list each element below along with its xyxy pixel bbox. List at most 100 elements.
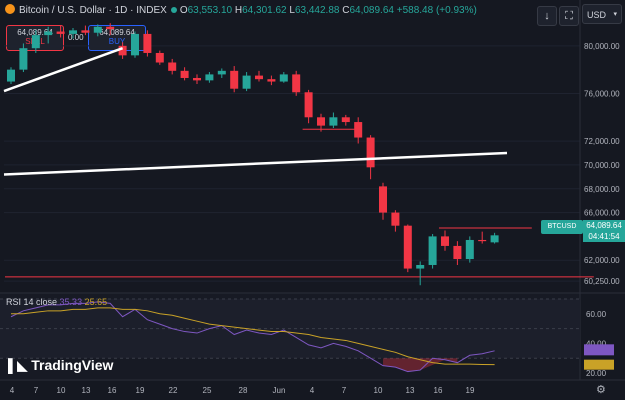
candle-body bbox=[168, 62, 177, 71]
candle-body bbox=[56, 31, 65, 34]
time-axis-label: 4 bbox=[310, 386, 315, 395]
buy-price: 64,089.64 bbox=[99, 28, 135, 37]
candle-body bbox=[428, 236, 437, 265]
candle-body bbox=[490, 235, 499, 243]
candle-body bbox=[81, 30, 90, 33]
trend-line bbox=[3, 47, 124, 93]
candle-body bbox=[403, 225, 412, 269]
gear-icon[interactable]: ⚙ bbox=[596, 384, 606, 396]
candle-body bbox=[391, 212, 400, 226]
symbol-title[interactable]: Bitcoin / U.S. Dollar · 1D · INDEX bbox=[19, 5, 167, 16]
candle-body bbox=[31, 35, 40, 49]
candle-body bbox=[19, 48, 28, 70]
candle-body bbox=[317, 117, 325, 126]
spread-value: 0.00 bbox=[68, 33, 84, 42]
rsi-line bbox=[10, 301, 495, 373]
rsi-value-tag bbox=[584, 344, 614, 356]
rsi-label: RSI 14 close bbox=[6, 297, 58, 307]
candle-body bbox=[267, 79, 276, 82]
time-axis-label: 28 bbox=[239, 386, 248, 395]
candle-body bbox=[329, 117, 338, 126]
candle-body bbox=[193, 77, 201, 81]
currency-selector[interactable]: USD ▾ bbox=[582, 4, 622, 24]
close-value: 64,089.64 bbox=[349, 5, 394, 16]
chevron-down-icon: ▾ bbox=[613, 11, 617, 18]
candle-body bbox=[143, 33, 152, 53]
candle-body bbox=[354, 122, 363, 138]
price-axis-label: 60,250.00 bbox=[584, 277, 620, 286]
time-axis-label: 19 bbox=[466, 386, 475, 395]
tradingview-logo-text: TradingView bbox=[31, 357, 114, 373]
candle-body bbox=[217, 70, 226, 75]
time-axis-label: 16 bbox=[434, 386, 443, 395]
candle-body bbox=[131, 33, 139, 56]
candle-body bbox=[106, 26, 115, 30]
rsi-ma-tag bbox=[584, 359, 614, 370]
time-axis-label: 7 bbox=[34, 386, 39, 395]
rsi-ma-value: 25.65 bbox=[84, 297, 108, 307]
current-price: 64,089.64 bbox=[586, 221, 622, 230]
candle-body bbox=[155, 52, 164, 63]
high-value: 64,301.62 bbox=[242, 5, 287, 16]
rsi-axis-label: 60.00 bbox=[586, 310, 607, 319]
low-label: L bbox=[289, 5, 295, 16]
price-axis-label: 80,000.00 bbox=[584, 42, 620, 51]
sell-price: 64,089.64 bbox=[17, 28, 53, 37]
time-axis-label: 25 bbox=[203, 386, 212, 395]
time-axis-label: Jun bbox=[273, 386, 286, 395]
candle-body bbox=[255, 75, 263, 80]
rsi-legend[interactable]: RSI 14 close 35.33 25.65 bbox=[6, 297, 107, 307]
candle-body bbox=[379, 186, 387, 213]
change-value: +588.48 (+0.93%) bbox=[396, 5, 477, 16]
current-symbol-tag: BTCUSD bbox=[541, 220, 583, 234]
rsi-axis-label: 40.00 bbox=[586, 339, 607, 348]
time-axis-label: 10 bbox=[57, 386, 66, 395]
time-axis-label: 16 bbox=[108, 386, 117, 395]
rsi-axis-label: 20.00 bbox=[586, 369, 607, 378]
price-axis-label: 68,000.00 bbox=[584, 185, 620, 194]
rsi-oversold-fill bbox=[383, 358, 458, 372]
candle-body bbox=[7, 69, 15, 82]
candle-body bbox=[416, 264, 425, 269]
high-label: H bbox=[234, 5, 243, 16]
candle-body bbox=[230, 70, 239, 89]
candle-body bbox=[118, 45, 127, 56]
candle-body bbox=[242, 75, 251, 89]
price-axis-label: 66,000.00 bbox=[584, 209, 620, 218]
tradingview-logo-icon: ▌◣ bbox=[8, 358, 28, 373]
price-axis-label: 62,000.00 bbox=[584, 256, 620, 265]
buy-label: BUY bbox=[108, 37, 126, 46]
low-value: 63,442.88 bbox=[294, 5, 340, 16]
candle-body bbox=[478, 239, 487, 242]
current-price-tag: 64,089.64 04:41:54 bbox=[583, 220, 625, 242]
time-axis-label: 13 bbox=[406, 386, 415, 395]
time-axis-label: 13 bbox=[82, 386, 91, 395]
rsi-value: 35.33 bbox=[59, 297, 83, 307]
countdown-timer: 04:41:54 bbox=[588, 232, 620, 241]
time-axis-label: 4 bbox=[10, 386, 15, 395]
candle-body bbox=[304, 92, 313, 118]
fullscreen-icon[interactable]: ⛶ bbox=[559, 6, 579, 26]
price-axis-label: 76,000.00 bbox=[584, 89, 620, 98]
time-axis-label: 10 bbox=[374, 386, 383, 395]
candle-body bbox=[292, 74, 301, 93]
time-axis-label: 22 bbox=[169, 386, 178, 395]
candle-body bbox=[44, 31, 53, 36]
tradingview-logo: ▌◣ TradingView bbox=[8, 357, 113, 374]
trend-line bbox=[3, 151, 508, 176]
close-label: C bbox=[342, 5, 350, 16]
download-icon[interactable]: ↓ bbox=[537, 6, 557, 26]
rsi-ma-line bbox=[11, 307, 495, 366]
candle-body bbox=[205, 74, 214, 81]
candle-body bbox=[93, 26, 102, 33]
candle-body bbox=[453, 245, 462, 260]
candle-body bbox=[441, 236, 449, 246]
bitcoin-icon bbox=[5, 4, 15, 14]
candle-body bbox=[341, 117, 350, 123]
open-value: 63,553.10 bbox=[187, 5, 233, 16]
price-axis-label: 72,000.00 bbox=[584, 137, 620, 146]
candle-body bbox=[279, 74, 288, 82]
candle-body bbox=[366, 137, 375, 168]
